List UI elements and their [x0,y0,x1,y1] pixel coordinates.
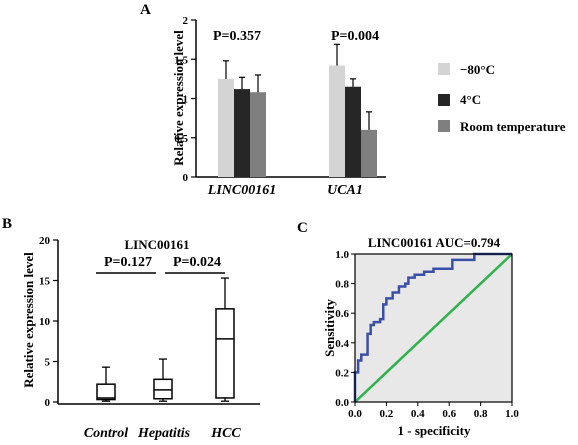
panel-c-x-tick-label: 0.2 [380,408,394,420]
panel-b-y-ticks: 0 5 10 15 20 [39,235,58,409]
panel-b: B Relative expression level LINC00161 0 5… [2,216,260,441]
bar-1-0 [329,65,345,177]
panel-c: C LINC00161 AUC=0.794 0.00.0 0.2 0.2 0.4 0.4… [297,220,519,438]
panel-b-y-tick-label: 20 [39,235,51,247]
box-2 [215,308,235,399]
panel-b-y-label: Relative expression level [21,252,36,388]
panel-a-y-tick-label: 0.5 [174,133,188,145]
panel-c-y-label: Sensitivity [322,299,337,357]
panel-b-title: LINC00161 [124,237,189,252]
panel-a-y-tick-label: 2 [183,15,189,27]
bar-1-2 [361,129,377,177]
panel-c-y-tick-label: 0.4 [335,338,349,350]
box-0 [96,383,116,401]
panel-a-label: A [140,2,151,18]
legend-swatch-minus80 [438,63,450,75]
bar-0-2 [250,92,266,177]
panel-b-label: B [2,216,12,232]
panel-b-y-tick-label: 0 [45,397,51,409]
bar-1-1 [345,86,361,177]
legend-label-minus80: −80°C [460,62,495,77]
panel-b-p-hepatitis-hcc: P=0.024 [173,255,221,270]
panel-c-roc-curve [353,252,512,402]
panel-c-title: LINC00161 AUC=0.794 [368,235,501,250]
legend-label-4c: 4°C [460,92,481,107]
box-1 [153,378,173,400]
panel-a-y-tick-label: 1.5 [174,54,188,66]
legend-swatch-room-temperature [438,120,450,132]
panel-c-reference-line [354,253,513,403]
panel-c-x-label: 1 - specificity [398,423,471,438]
panel-c-x-tick-label: 0.4 [411,408,425,420]
panel-b-category-hcc: HCC [210,426,241,441]
panel-c-x-tick-label: 0.8 [474,408,488,420]
panel-b-category-control: Control [84,426,128,441]
panel-a-y-tick-label: 0 [183,172,189,184]
panel-c-x-tick-label: 0.6 [442,408,456,420]
panel-b-p-control-hepatitis: P=0.127 [104,255,152,270]
panel-c-y-tick-label: 0.0 [335,397,349,409]
panel-c-label: C [297,220,308,236]
panel-a-y-label: Relative expression level [171,30,186,166]
panel-b-y-tick-label: 5 [45,357,51,369]
panel-a-category-uca1: UCA1 [327,183,363,198]
panel-c-y-tick-label: 0.8 [335,279,349,291]
panel-c-y-tick-label: 0.6 [335,308,349,320]
panel-a-y-ticks: 0 0.5 1 1.5 2 [174,15,196,184]
panel-a: A Relative expression level 0 0.5 1 1.5 2 P=… [140,2,566,198]
panel-a-p-uca1: P=0.004 [331,29,379,44]
panel-b-y-tick-label: 15 [39,276,51,288]
panel-a-bars [218,43,377,177]
legend-label-room-temperature: Room temperature [460,119,566,134]
panel-a-y-tick-label: 1 [183,94,189,106]
panel-c-x-tick-label: 0.0 [348,408,362,420]
panel-b-category-hepatitis: Hepatitis [137,426,191,441]
panel-c-x-tick-label: 1.0 [505,408,519,420]
legend-swatch-4c [438,94,450,106]
panel-c-y-tick-label: 1.0 [335,249,349,261]
bar-0-0 [218,78,234,177]
panel-a-category-linc00161: LINC00161 [207,183,276,198]
panel-b-y-tick-label: 10 [39,316,51,328]
panel-c-y-tick-label: 0.2 [335,367,349,379]
bar-0-1 [234,89,250,177]
panel-c-frame [354,253,513,403]
panel-c-ticks: 0.00.0 0.2 0.2 0.4 0.4 0.6 0.6 0.8 0.8 1.0 1.0 [335,249,519,420]
panel-a-legend: −80°C 4°C Room temperature [438,62,566,134]
panel-a-p-linc00161: P=0.357 [213,29,261,44]
panel-b-boxes [96,277,235,402]
